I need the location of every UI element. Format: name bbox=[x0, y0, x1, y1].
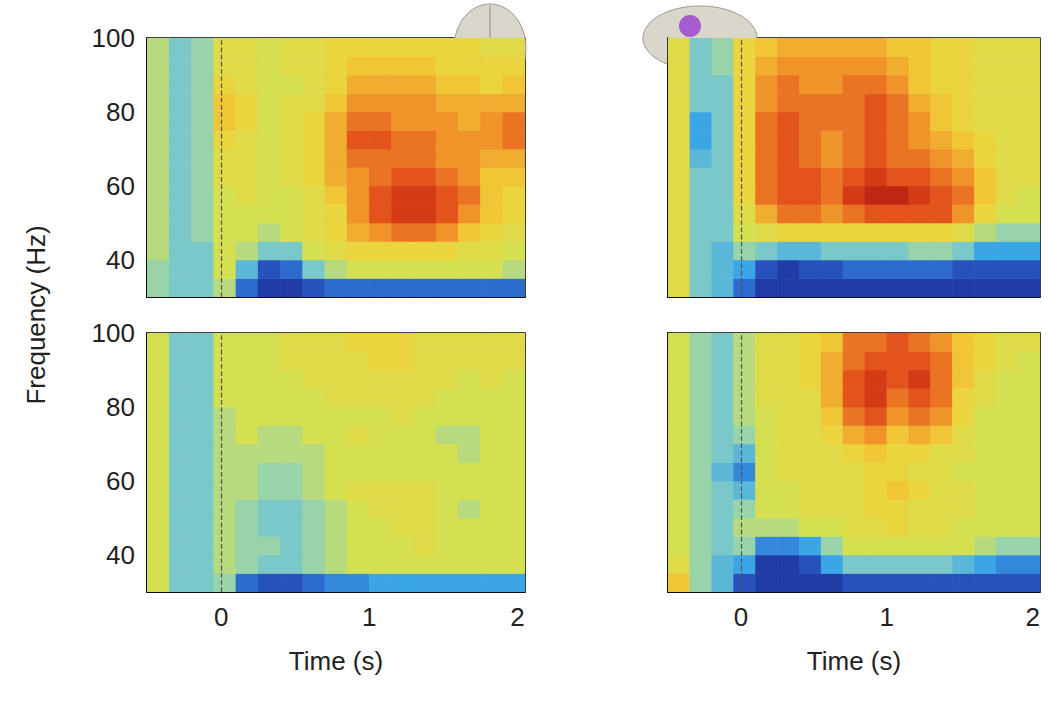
svg-text:2: 2 bbox=[510, 602, 524, 632]
svg-text:40: 40 bbox=[106, 245, 135, 275]
svg-text:0: 0 bbox=[734, 602, 748, 632]
svg-text:2: 2 bbox=[1025, 602, 1039, 632]
svg-text:Frequency (Hz): Frequency (Hz) bbox=[21, 225, 51, 404]
svg-text:0: 0 bbox=[214, 602, 228, 632]
svg-text:Time (s): Time (s) bbox=[289, 646, 383, 676]
svg-text:80: 80 bbox=[106, 392, 135, 422]
svg-text:100: 100 bbox=[92, 23, 135, 53]
svg-text:1: 1 bbox=[362, 602, 376, 632]
svg-text:1: 1 bbox=[880, 602, 894, 632]
svg-text:Time (s): Time (s) bbox=[807, 646, 901, 676]
svg-text:100: 100 bbox=[92, 318, 135, 348]
svg-text:40: 40 bbox=[106, 540, 135, 570]
svg-text:60: 60 bbox=[106, 171, 135, 201]
svg-text:60: 60 bbox=[106, 466, 135, 496]
svg-text:80: 80 bbox=[106, 97, 135, 127]
